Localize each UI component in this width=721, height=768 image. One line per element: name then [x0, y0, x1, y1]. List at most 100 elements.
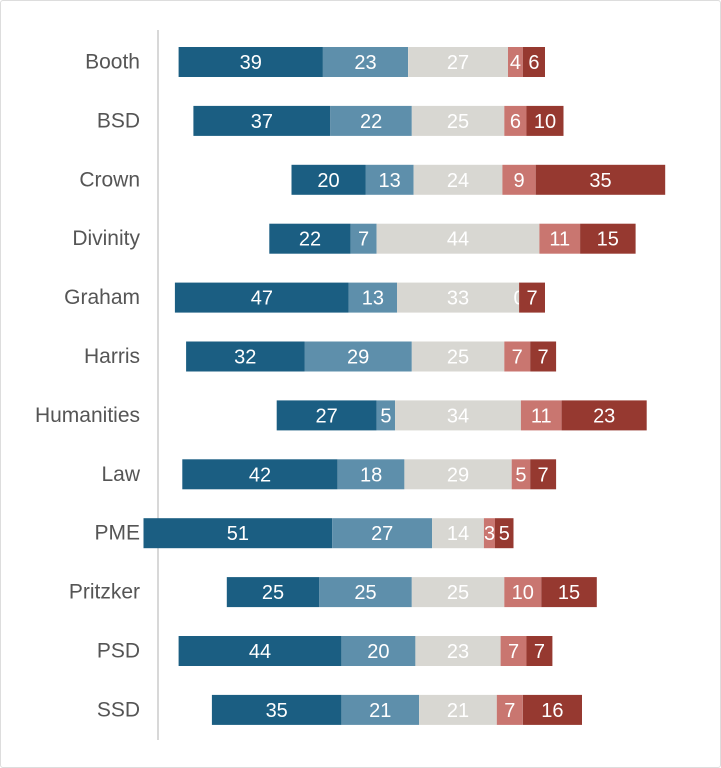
bar-segment: [530, 341, 557, 372]
bar-segment: [332, 518, 433, 549]
data-label: 39: [240, 52, 262, 74]
bar-segment: [404, 459, 512, 490]
data-label: 32: [234, 347, 256, 369]
bar-segment: [535, 164, 666, 195]
bar-segment: [496, 694, 523, 725]
category-label: Harris: [84, 345, 140, 368]
bar-segment: [337, 459, 405, 490]
bar-segment: [291, 164, 366, 195]
data-label: 5: [380, 405, 391, 427]
data-label: 35: [589, 170, 611, 192]
data-label: 7: [512, 347, 523, 369]
bar-segment: [413, 164, 503, 195]
data-label: 20: [367, 641, 389, 663]
bar-segment: [411, 105, 505, 136]
data-label: 7: [534, 641, 545, 663]
data-label: 13: [378, 170, 400, 192]
category-label: Graham: [64, 286, 140, 309]
bar-segment: [411, 341, 505, 372]
data-label: 47: [251, 288, 273, 310]
category-label: SSD: [97, 698, 140, 721]
data-label: 14: [447, 523, 469, 545]
data-label: 27: [371, 523, 393, 545]
data-label: 23: [447, 641, 469, 663]
data-label: 21: [369, 700, 391, 722]
data-label: 25: [447, 582, 469, 604]
bar-row-humanities: Humanities 27 5 34 11 23: [35, 400, 647, 431]
data-label: 4: [510, 52, 521, 74]
bar-segment: [350, 223, 377, 254]
bar-segment: [526, 636, 553, 666]
bar-segment: [322, 47, 408, 77]
data-label: 44: [249, 641, 271, 663]
bar-segment: [178, 47, 323, 77]
data-label: 51: [227, 523, 249, 545]
data-label: 27: [447, 52, 469, 74]
bar-segment: [226, 577, 320, 608]
category-label: Booth: [85, 51, 140, 74]
category-label: PSD: [97, 640, 140, 663]
bar-segment: [178, 636, 342, 666]
data-label: 33: [447, 288, 469, 310]
bar-row-ssd: SSD 35 21 21 7 16: [97, 694, 582, 725]
data-label: 25: [262, 582, 284, 604]
category-label: PME: [94, 522, 140, 545]
data-label: 29: [447, 464, 469, 486]
bar-row-booth: Booth 39 23 27 4 6: [85, 47, 545, 77]
bar-segment: [541, 577, 597, 608]
bar-segment: [408, 47, 508, 77]
data-label: 25: [447, 347, 469, 369]
bar-segment: [504, 577, 542, 608]
data-label: 23: [354, 52, 376, 74]
data-label: 24: [447, 170, 469, 192]
bar-segment: [341, 694, 420, 725]
bar-segment: [539, 223, 581, 254]
bar-row-pme: PME 51 27 14 3 5: [94, 518, 514, 549]
data-label: 20: [317, 170, 339, 192]
data-label: 27: [315, 405, 337, 427]
bar-segment: [526, 105, 564, 136]
bar-row-crown: Crown 20 13 24 9 35: [79, 164, 666, 195]
data-label: 22: [360, 111, 382, 133]
data-label: 34: [447, 405, 469, 427]
bar-segment: [522, 47, 545, 77]
bar-row-divinity: Divinity 22 7 44 11 15: [72, 223, 636, 254]
bar-row-graham: Graham47133307: [64, 282, 545, 313]
data-label: 13: [362, 288, 384, 310]
bar-segment: [276, 400, 377, 431]
bar-segment: [397, 282, 520, 313]
bar-segment: [530, 459, 557, 490]
category-label: BSD: [97, 109, 140, 132]
bar-row-psd: PSD 44 20 23 7 7: [97, 636, 553, 666]
bar-segment: [211, 694, 342, 725]
bar-row-pritzker: Pritzker 25 25 25 10 15: [69, 577, 597, 608]
bar-segment: [304, 341, 412, 372]
data-label: 22: [299, 229, 321, 251]
bar-segment: [504, 341, 531, 372]
bar-segment: [504, 105, 527, 136]
bar-segment: [580, 223, 636, 254]
bar-segment: [520, 400, 562, 431]
data-label: 5: [499, 523, 510, 545]
data-label: 7: [504, 700, 515, 722]
bar-segment: [502, 164, 536, 195]
bar-segment: [411, 577, 505, 608]
data-label: 10: [512, 582, 534, 604]
data-label: 15: [558, 582, 580, 604]
data-label: 11: [531, 405, 552, 427]
bar-segment: [395, 400, 521, 431]
bar-segment: [143, 518, 333, 549]
data-label: 7: [358, 229, 369, 251]
category-label: Crown: [79, 168, 140, 191]
category-label: Law: [101, 463, 140, 486]
data-label: 6: [528, 52, 539, 74]
data-label: 11: [549, 229, 570, 251]
bar-segment: [419, 694, 497, 725]
data-label: 7: [508, 641, 519, 663]
bar-segment: [432, 518, 484, 549]
data-label: 5: [515, 464, 526, 486]
bar-segment: [415, 636, 501, 666]
bar-segment: [365, 164, 414, 195]
bar-segment: [376, 223, 540, 254]
